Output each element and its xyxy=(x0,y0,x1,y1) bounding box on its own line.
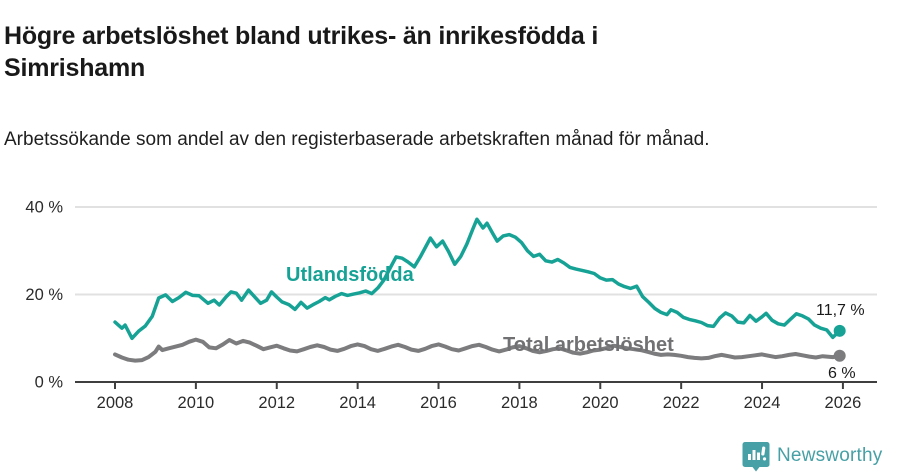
x-tick-label: 2014 xyxy=(339,394,376,412)
x-tick-label: 2020 xyxy=(582,394,619,412)
x-tick-label: 2018 xyxy=(501,394,538,412)
x-tick-label: 2012 xyxy=(258,394,295,412)
page-title: Högre arbetslöshet bland utrikes- än inr… xyxy=(4,21,599,82)
newsworthy-logo[interactable]: Newsworthy xyxy=(742,440,882,472)
y-tick-label: 20 % xyxy=(25,286,63,304)
series-label-utlandsfodda: Utlandsfödda xyxy=(286,264,414,286)
series-label-total-arbetsloshet: Total arbetslöshet xyxy=(503,334,674,356)
newsworthy-icon xyxy=(742,441,770,472)
end-dot-utlandsfodda xyxy=(833,324,846,337)
x-tick-label: 2008 xyxy=(97,394,134,412)
series-line-total-arbetsloshet xyxy=(113,337,842,363)
y-tick-label: 0 % xyxy=(35,374,64,392)
newsworthy-wordmark: Newsworthy xyxy=(777,445,883,466)
x-tick-label: 2010 xyxy=(178,394,215,412)
end-dot-total-arbetsloshet xyxy=(833,349,846,362)
y-tick-label: 40 % xyxy=(25,199,63,217)
chart-subtitle: Arbetssökande som andel av den registerb… xyxy=(4,129,710,150)
x-tick-label: 2016 xyxy=(420,394,457,412)
x-tick-label: 2024 xyxy=(744,394,781,412)
end-value-label-total-arbetsloshet: 6 % xyxy=(828,365,856,382)
end-value-label-utlandsfodda: 11,7 % xyxy=(816,302,865,319)
x-tick-label: 2022 xyxy=(663,394,700,412)
x-tick-label: 2026 xyxy=(825,394,862,412)
series-line-utlandsfodda xyxy=(113,217,842,341)
